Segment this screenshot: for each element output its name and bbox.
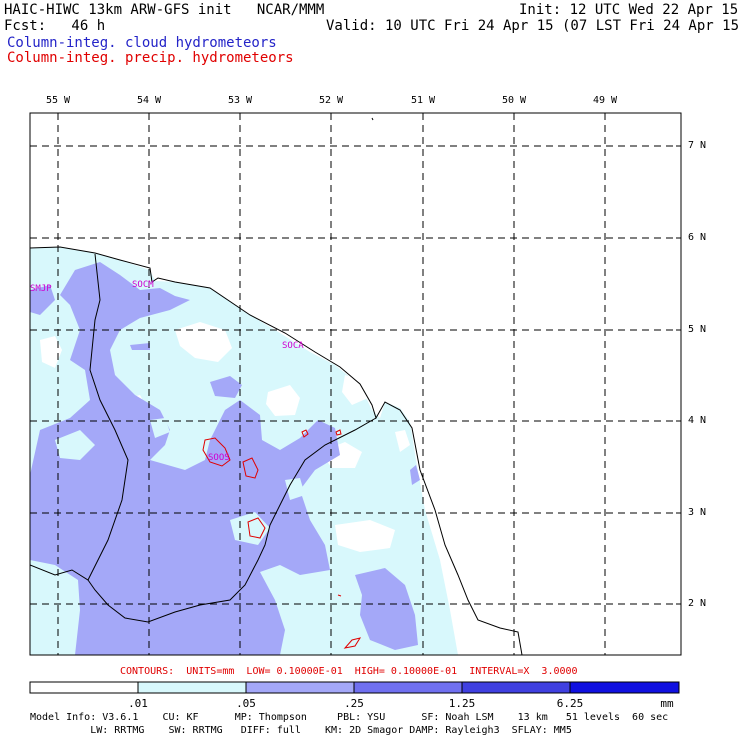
colorbar-units: mm (660, 697, 674, 710)
lon-label: 55 W (45, 95, 71, 106)
lat-label: 4 N (688, 415, 707, 426)
lat-label: 2 N (688, 598, 707, 609)
lon-label: 54 W (136, 95, 162, 106)
border-suriname-guyana (30, 253, 129, 581)
colorbar (29, 681, 680, 694)
valid-time: Valid: 10 UTC Fri 24 Apr 15 (07 LST Fri … (326, 18, 740, 34)
coastline (30, 246, 523, 655)
lat-label: 7 N (688, 140, 707, 151)
colorbar-level-label: 1.25 (448, 697, 476, 710)
station-label: SOCM (132, 280, 154, 290)
field-label-cloud: Column-integ. cloud hydrometeors (7, 35, 277, 51)
colorbar-level-label: .25 (344, 697, 364, 710)
lat-label: 6 N (688, 232, 707, 243)
forecast-hour: Fcst: 46 h (4, 18, 106, 34)
station-label: SMJP (30, 284, 52, 294)
lon-label: 52 W (318, 95, 344, 106)
lon-label: 50 W (501, 95, 527, 106)
init-time: Init: 12 UTC Wed 22 Apr 15 (519, 2, 739, 18)
border-suriname-french-guiana (87, 417, 377, 623)
colorbar-level-label: .05 (236, 697, 256, 710)
lon-label: 53 W (227, 95, 253, 106)
map-frame (29, 112, 682, 656)
colorbar-level-label: 6.25 (556, 697, 584, 710)
lon-label: 51 W (410, 95, 436, 106)
lat-label: 5 N (688, 324, 707, 335)
lat-label: 3 N (688, 507, 707, 518)
cloud-field-medium (30, 262, 340, 655)
station-label: SOCA (282, 341, 304, 351)
model-info-line2: LW: RRTMG SW: RRTMG DIFF: full KM: 2D Sm… (30, 725, 572, 736)
model-info-line1: Model Info: V3.6.1 CU: KF MP: Thompson P… (30, 712, 669, 723)
field-label-precip: Column-integ. precip. hydrometeors (7, 50, 294, 66)
model-title: HAIC-HIWC 13km ARW-GFS init NCAR/MMM (4, 2, 325, 18)
lon-label: 49 W (592, 95, 618, 106)
station-label: SOOS (208, 453, 230, 463)
contours-info: CONTOURS: UNITS=mm LOW= 0.10000E-01 HIGH… (120, 666, 578, 677)
colorbar-level-label: .01 (128, 697, 148, 710)
